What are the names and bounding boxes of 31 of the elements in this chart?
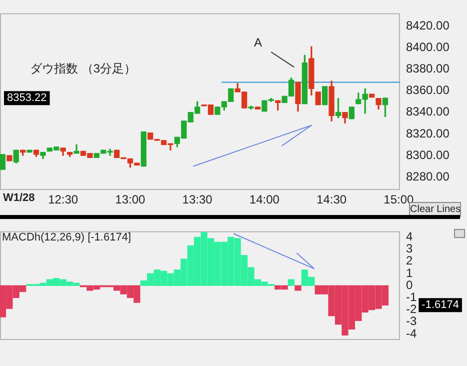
annotation: 8353.22 — [7, 92, 47, 104]
y-tick-label: 0 — [406, 278, 413, 292]
text: Clear Lines — [409, 202, 461, 217]
y-tick-label: -3 — [406, 314, 417, 328]
chart-title: MACDh(12,26,9) [-1.6174] — [2, 232, 132, 244]
x-tick-label: 14:30 — [316, 192, 347, 207]
y-tick-label: 8420.00 — [406, 18, 450, 32]
y-tick-label: 8340.00 — [406, 104, 450, 119]
text: W1/28 — [3, 192, 35, 204]
y-tick-label: 2 — [406, 254, 413, 268]
text: ダウ指数 （3分足） — [30, 62, 136, 76]
annotation: A — [254, 36, 262, 50]
text: -1.6174 — [422, 299, 459, 312]
y-tick-label: 4 — [406, 230, 413, 244]
y-tick-label: -2 — [406, 302, 417, 316]
x-tick-label: 13:00 — [115, 192, 146, 207]
y-tick-label: -4 — [406, 326, 417, 340]
x-tick-label: 14:00 — [249, 192, 280, 207]
y-tick-label: 8300.00 — [406, 148, 450, 162]
x-tick-label: 12:30 — [48, 192, 78, 207]
x-tick-label: 13:30 — [182, 192, 213, 207]
y-tick-label: 8280.00 — [406, 169, 450, 184]
y-tick-label: 3 — [406, 242, 413, 256]
y-tick-label: 8380.00 — [406, 62, 450, 76]
y-tick-label: 8320.00 — [406, 126, 450, 140]
y-tick-label: 8400.00 — [406, 40, 450, 54]
y-tick-label: -1 — [406, 290, 417, 304]
bar — [288, 279, 295, 286]
y-tick-label: 8360.00 — [406, 83, 450, 98]
bar — [294, 285, 302, 291]
y-tick-label: 1 — [406, 266, 413, 280]
